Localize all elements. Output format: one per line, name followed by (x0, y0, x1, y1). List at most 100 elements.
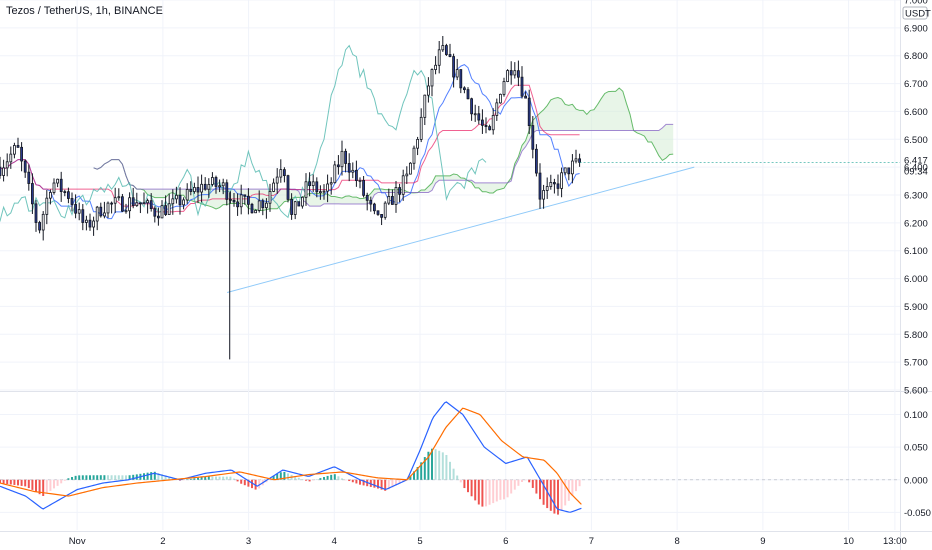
time-tick-label: 4 (332, 536, 337, 547)
macd-histogram-bar (164, 475, 167, 480)
candle-body (103, 212, 106, 217)
candle-body (20, 146, 23, 162)
candle (175, 186, 178, 204)
candle (290, 193, 293, 220)
candle-body (239, 194, 243, 208)
macd-histogram-bar (186, 479, 189, 480)
macd-histogram-bar (315, 479, 318, 480)
candle-body (412, 147, 416, 164)
candle (358, 177, 362, 189)
candle (27, 164, 31, 191)
candle-body (481, 119, 484, 126)
macd-histogram-bar (434, 449, 437, 480)
candle-body (304, 181, 308, 198)
candle-body (401, 175, 405, 195)
candle (214, 175, 218, 194)
candle-body (261, 200, 265, 209)
candle-body (355, 169, 358, 181)
price-tick-label: 6.700 (904, 79, 928, 90)
time-tick-label: 9 (760, 536, 765, 547)
currency-label: USDT (905, 9, 931, 20)
candle-body (272, 182, 275, 192)
time-tick-label: Nov (69, 536, 86, 547)
macd-histogram-bar (225, 476, 228, 480)
candle-body (499, 93, 502, 104)
macd-histogram-bar (222, 476, 225, 480)
macd-histogram-bar (128, 475, 131, 480)
macd-histogram-bar (377, 479, 379, 489)
candle (380, 214, 383, 226)
macd-tick-label: 0.050 (904, 443, 928, 454)
macd-histogram-bar (481, 479, 484, 507)
candle-body (250, 203, 254, 214)
macd-histogram-bar (233, 478, 235, 480)
candle (423, 94, 427, 126)
candle-body (214, 177, 218, 187)
macd-histogram-bar (337, 476, 340, 480)
macd-histogram-bar (197, 477, 199, 480)
candle-body (56, 178, 59, 184)
macd-histogram-bar (269, 479, 271, 480)
candle-body (473, 113, 477, 116)
candle (283, 167, 286, 183)
candle (513, 62, 517, 79)
candle-body (153, 208, 157, 217)
macd-histogram-bar (215, 476, 217, 480)
candle (531, 116, 535, 159)
candle-body (92, 220, 95, 228)
macd-pane (0, 401, 900, 515)
candle (34, 200, 38, 232)
candle (571, 154, 574, 184)
candle (88, 213, 92, 231)
candle-body (398, 187, 401, 195)
macd-histogram-bar (553, 479, 556, 514)
candle (261, 198, 265, 216)
time-tick-label: 7 (589, 536, 594, 547)
candle-body (268, 191, 272, 204)
candle-body (448, 54, 452, 57)
time-tick-label: 8 (674, 536, 679, 547)
macd-histogram-bar (272, 476, 275, 480)
candle (481, 109, 484, 134)
candle-body (351, 169, 355, 173)
candle-body (466, 89, 470, 100)
candle-body (347, 163, 351, 173)
macd-histogram-bar (531, 479, 534, 488)
macd-histogram-bar (63, 479, 66, 481)
candle (128, 192, 131, 219)
macd-histogram-bar (42, 479, 45, 496)
macd-histogram-bar (38, 479, 41, 495)
candle-body (95, 206, 99, 222)
macd-histogram-bar (74, 475, 77, 480)
candle (477, 105, 481, 125)
macd-histogram-bar (103, 475, 106, 480)
macd-histogram-bar (575, 479, 577, 492)
candle (63, 189, 67, 197)
candle-body (293, 201, 297, 215)
candle-body (531, 125, 535, 150)
candle (495, 98, 499, 121)
macd-histogram-bar (31, 479, 34, 490)
candle-body (419, 116, 423, 140)
macd-histogram-bar (247, 479, 250, 487)
macd-histogram-bar (71, 477, 73, 480)
candle-body (373, 203, 376, 212)
candle-body (297, 201, 301, 207)
candle-body (218, 185, 221, 188)
candle (225, 179, 229, 206)
price-tick-label: 6.200 (904, 218, 928, 229)
candle (157, 207, 160, 226)
candle-body (441, 45, 445, 51)
candle (189, 181, 193, 196)
last-price-value: 6.417 (904, 155, 928, 166)
macd-histogram-bar (20, 479, 23, 486)
candle-body (207, 184, 211, 190)
trendline (227, 166, 695, 293)
macd-histogram-bar (125, 475, 127, 480)
candle (31, 173, 34, 214)
candle-body (254, 210, 257, 214)
macd-histogram-bar (53, 479, 55, 489)
macd-histogram-bar (351, 479, 354, 483)
candle (92, 216, 95, 236)
